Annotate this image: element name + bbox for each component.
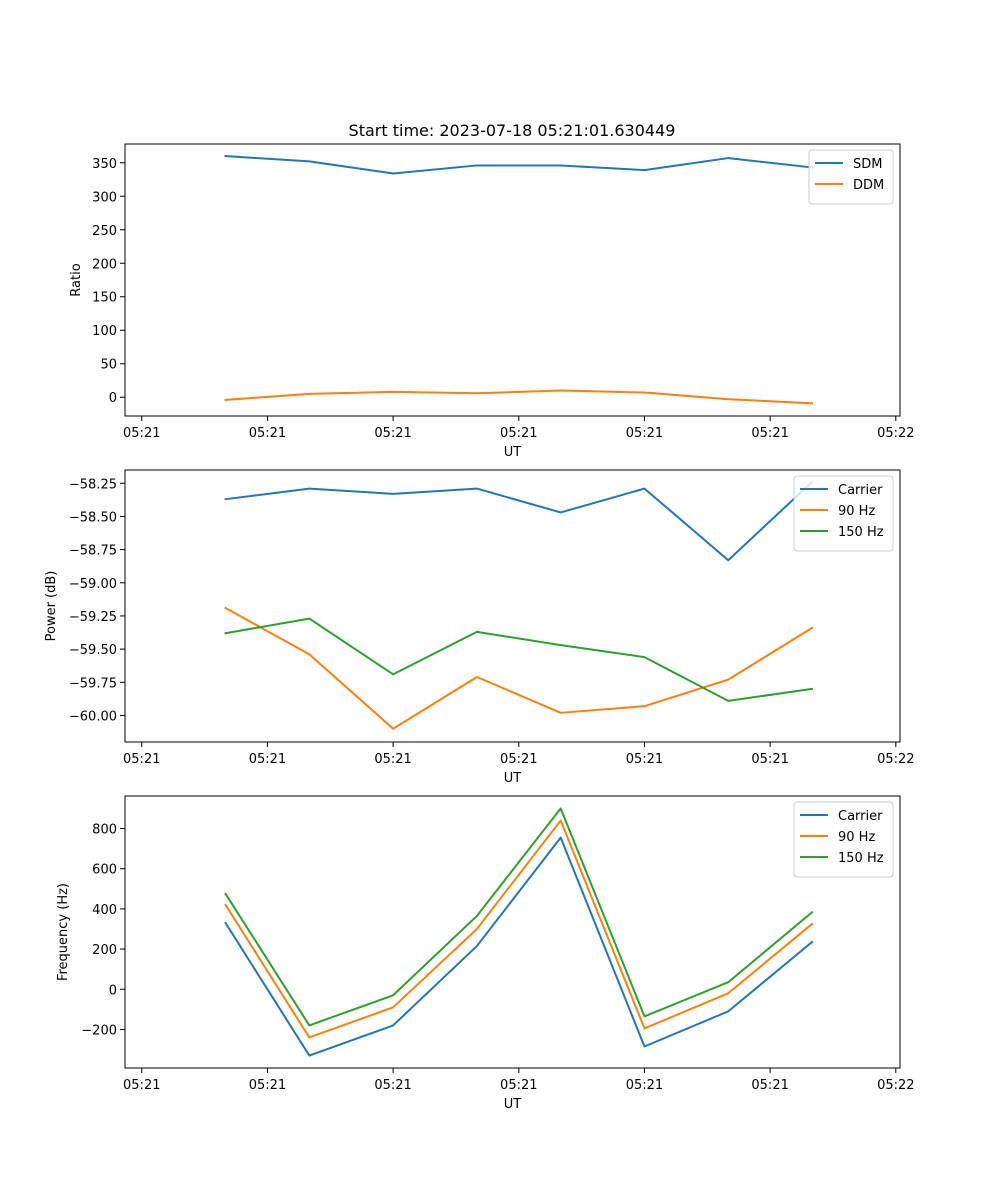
- ratio-legend: SDM DDM: [808, 149, 894, 205]
- power-y-tick-label: −58.50: [69, 510, 117, 525]
- ratio-y-tick-label: 350: [92, 157, 117, 172]
- power-y-tick-label: −59.75: [69, 676, 117, 691]
- ratio-y-tick-label: 300: [92, 190, 117, 205]
- ratio-y-tick-label: 250: [92, 224, 117, 239]
- frequency-series-150-hz-line: [224, 807, 814, 1027]
- power-x-tick-label: 05:21: [626, 752, 663, 767]
- frequency-x-tick-label: 05:21: [249, 1078, 286, 1093]
- power-x-tick-label: 05:21: [500, 752, 537, 767]
- ratio-x-tick-label: 05:21: [123, 426, 160, 441]
- ratio-legend-label-ddm: DDM: [853, 178, 884, 193]
- frequency-x-tick-label: 05:21: [123, 1078, 160, 1093]
- frequency-legend-box: [793, 801, 894, 878]
- frequency-y-tick-label: 800: [92, 823, 117, 838]
- power-series-90-hz-line: [224, 606, 814, 730]
- ratio-x-axis-label: UT: [504, 445, 522, 460]
- power-x-tick-label: 05:21: [751, 752, 788, 767]
- frequency-legend-label-90-hz: 90 Hz: [838, 830, 875, 845]
- power-x-axis-label: UT: [504, 771, 522, 786]
- frequency-x-axis-label: UT: [504, 1097, 522, 1112]
- power-series-150-hz-line: [224, 617, 814, 702]
- frequency-y-tick-label: −200: [81, 1023, 117, 1038]
- frequency-legend: Carrier 90 Hz 150 Hz: [793, 801, 894, 878]
- power-x-tick-label: 05:21: [123, 752, 160, 767]
- frequency-y-tick-label: 0: [109, 983, 117, 998]
- frequency-legend-label-150-hz: 150 Hz: [838, 851, 884, 866]
- ratio-axes-frame: [124, 143, 901, 417]
- frequency-x-tick-label: 05:22: [877, 1078, 914, 1093]
- frequency-series-carrier-line: [224, 836, 814, 1057]
- ratio-y-axis-label: Ratio: [69, 263, 84, 296]
- frequency-x-tick-label: 05:21: [751, 1078, 788, 1093]
- power-legend-label-150-hz: 150 Hz: [838, 525, 884, 540]
- frequency-series-90-hz-line: [224, 819, 814, 1039]
- power-y-tick-label: −58.25: [69, 477, 117, 492]
- power-y-axis-label: Power (dB): [44, 571, 59, 642]
- power-legend-box: [793, 475, 894, 552]
- power-x-tick-label: 05:21: [374, 752, 411, 767]
- frequency-y-tick-label: 400: [92, 903, 117, 918]
- ratio-x-tick-label: 05:21: [626, 426, 663, 441]
- power-x-tick-label: 05:21: [249, 752, 286, 767]
- frequency-x-tick-label: 05:21: [374, 1078, 411, 1093]
- frequency-x-tick-label: 05:21: [500, 1078, 537, 1093]
- ratio-x-tick-label: 05:21: [751, 426, 788, 441]
- power-legend-label-90-hz: 90 Hz: [838, 504, 875, 519]
- power-series-carrier-line: [224, 480, 814, 562]
- ratio-x-tick-label: 05:21: [374, 426, 411, 441]
- power-axes-frame: [124, 469, 901, 743]
- ratio-y-tick-label: 150: [92, 291, 117, 306]
- power-y-tick-label: −59.50: [69, 643, 117, 658]
- ratio-y-tick-label: 200: [92, 257, 117, 272]
- ratio-x-tick-label: 05:22: [877, 426, 914, 441]
- ratio-x-tick-label: 05:21: [249, 426, 286, 441]
- ratio-y-tick-label: 100: [92, 324, 117, 339]
- ratio-legend-label-sdm: SDM: [853, 157, 882, 172]
- chart-title: Start time: 2023-07-18 05:21:01.630449: [349, 121, 676, 140]
- frequency-y-tick-label: 600: [92, 863, 117, 878]
- ratio-panel: 05:21 05:21 05:21 05:21 05:21 05:21 05:22 0 50 10…: [69, 143, 915, 460]
- frequency-axes-frame: [124, 795, 901, 1069]
- power-panel: 05:21 05:21 05:21 05:21 05:21 05:21 05:22 −60.0…: [44, 469, 915, 786]
- power-y-tick-label: −59.00: [69, 577, 117, 592]
- ratio-y-tick-label: 0: [109, 391, 117, 406]
- ratio-y-tick-label: 50: [100, 358, 117, 373]
- power-legend-label-carrier: Carrier: [838, 483, 883, 498]
- power-y-tick-label: −60.00: [69, 709, 117, 724]
- frequency-panel: 05:21 05:21 05:21 05:21 05:21 05:21 05:22 −200 0…: [56, 795, 915, 1112]
- ratio-x-tick-label: 05:21: [500, 426, 537, 441]
- ratio-series-ddm-line: [224, 389, 814, 405]
- frequency-y-tick-label: 200: [92, 943, 117, 958]
- frequency-y-axis-label: Frequency (Hz): [56, 883, 71, 981]
- frequency-legend-label-carrier: Carrier: [838, 809, 883, 824]
- ratio-series-sdm-line: [224, 154, 814, 175]
- frequency-x-tick-label: 05:21: [626, 1078, 663, 1093]
- power-x-tick-label: 05:22: [877, 752, 914, 767]
- power-legend: Carrier 90 Hz 150 Hz: [793, 475, 894, 552]
- power-y-tick-label: −58.75: [69, 544, 117, 559]
- power-y-tick-label: −59.25: [69, 610, 117, 625]
